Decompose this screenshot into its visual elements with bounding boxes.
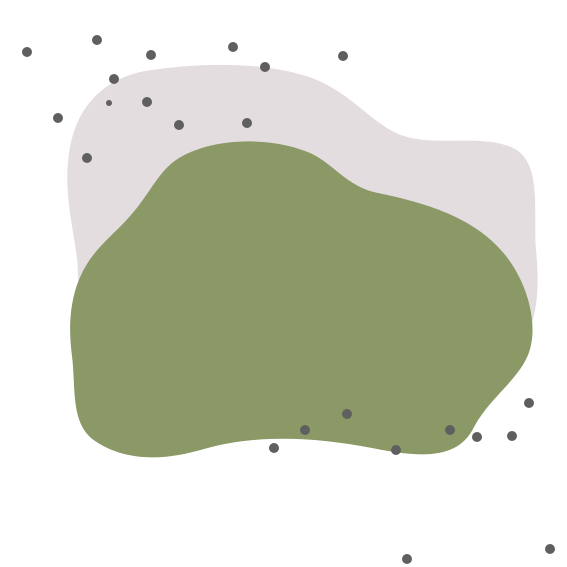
dot bbox=[106, 100, 112, 106]
dot bbox=[269, 443, 279, 453]
dot bbox=[228, 42, 238, 52]
dot bbox=[53, 113, 63, 123]
dot bbox=[22, 47, 32, 57]
dot bbox=[260, 62, 270, 72]
dot bbox=[146, 50, 156, 60]
dot bbox=[92, 35, 102, 45]
dot bbox=[524, 398, 534, 408]
dot bbox=[174, 120, 184, 130]
dot bbox=[300, 425, 310, 435]
scattered-dots bbox=[22, 35, 555, 564]
dot bbox=[109, 74, 119, 84]
dot bbox=[545, 544, 555, 554]
dot bbox=[472, 432, 482, 442]
front-blob-shape bbox=[70, 141, 533, 458]
dot bbox=[507, 431, 517, 441]
dot bbox=[242, 118, 252, 128]
dot bbox=[342, 409, 352, 419]
dot bbox=[391, 445, 401, 455]
dot bbox=[142, 97, 152, 107]
dot bbox=[402, 554, 412, 564]
dot bbox=[338, 51, 348, 61]
dot bbox=[445, 425, 455, 435]
dot bbox=[82, 153, 92, 163]
